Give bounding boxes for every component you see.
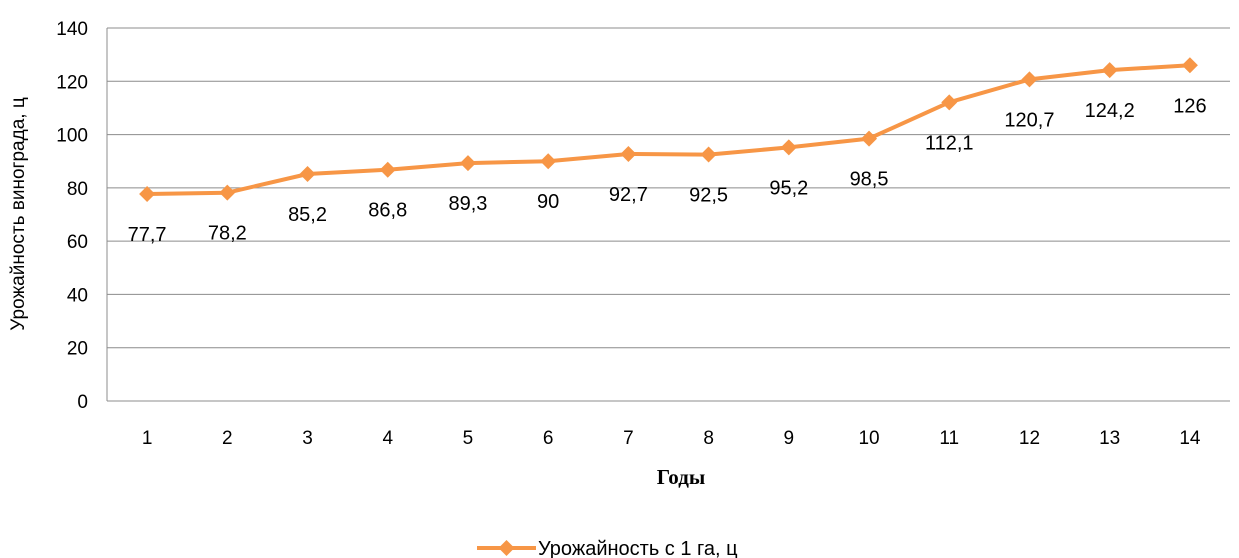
data-point-marker bbox=[861, 130, 878, 147]
y-tick-label: 80 bbox=[67, 179, 88, 200]
data-label: 90 bbox=[537, 191, 559, 213]
y-tick-label: 0 bbox=[77, 392, 88, 413]
x-tick-label: 6 bbox=[543, 428, 554, 449]
x-tick-label: 14 bbox=[1179, 428, 1201, 449]
series-line bbox=[145, 63, 1192, 196]
data-point-marker bbox=[219, 184, 236, 201]
data-label: 126 bbox=[1173, 95, 1206, 117]
data-label: 112,1 bbox=[925, 132, 974, 154]
x-tick-label: 11 bbox=[939, 428, 959, 449]
data-label: 89,3 bbox=[448, 193, 487, 215]
x-tick-label: 13 bbox=[1099, 428, 1120, 449]
data-point-marker bbox=[1181, 57, 1198, 74]
data-labels: 77,7 78,2 85,2 86,8 89,3 90 92,7 92,5 95,2 98,5 11… bbox=[128, 95, 1207, 246]
y-tick-label: 20 bbox=[67, 339, 88, 360]
data-label: 92,5 bbox=[689, 185, 728, 207]
y-tick-label: 40 bbox=[67, 285, 88, 306]
y-axis-title: Урожайность винограда, ц bbox=[8, 97, 29, 331]
x-tick-label: 9 bbox=[784, 428, 795, 449]
x-tick-label: 5 bbox=[463, 428, 474, 449]
data-point-marker bbox=[620, 146, 637, 163]
data-label: 86,8 bbox=[368, 200, 407, 222]
x-tick-label: 2 bbox=[222, 428, 233, 449]
data-point-marker bbox=[780, 139, 797, 156]
x-tick-label: 4 bbox=[382, 428, 393, 449]
legend: Урожайность с 1 га, ц bbox=[477, 538, 738, 558]
data-point-marker bbox=[540, 153, 557, 170]
legend-diamond-marker bbox=[498, 540, 515, 556]
x-tick-label: 1 bbox=[142, 428, 153, 449]
data-point-marker bbox=[700, 146, 717, 163]
y-tick-label: 100 bbox=[56, 126, 88, 147]
axes bbox=[106, 28, 1230, 402]
data-label: 124,2 bbox=[1085, 100, 1135, 122]
x-tick-label: 3 bbox=[302, 428, 313, 449]
data-label: 77,7 bbox=[128, 224, 167, 246]
data-label: 98,5 bbox=[850, 169, 889, 191]
data-point-marker bbox=[459, 155, 476, 172]
data-point-marker bbox=[379, 161, 396, 178]
legend-label: Урожайность с 1 га, ц bbox=[538, 538, 738, 558]
data-label: 120,7 bbox=[1004, 109, 1054, 131]
x-tick-label: 10 bbox=[858, 428, 879, 449]
x-axis-title: Годы bbox=[657, 465, 705, 489]
x-tick-labels: 1 2 3 4 5 6 7 8 9 10 11 12 13 14 bbox=[142, 428, 1201, 449]
series-markers bbox=[139, 57, 1198, 202]
x-tick-label: 8 bbox=[703, 428, 714, 449]
data-point-marker bbox=[139, 185, 156, 202]
y-tick-labels: 0 20 40 60 80 100 120 140 bbox=[56, 19, 88, 413]
gridlines bbox=[107, 27, 1230, 349]
y-tick-label: 120 bbox=[56, 72, 88, 93]
data-label: 95,2 bbox=[769, 177, 808, 199]
data-point-marker bbox=[941, 94, 958, 111]
y-tick-label: 140 bbox=[56, 19, 88, 40]
data-point-marker bbox=[299, 166, 316, 183]
data-label: 85,2 bbox=[288, 204, 327, 226]
x-tick-label: 7 bbox=[623, 428, 634, 449]
data-point-marker bbox=[1101, 62, 1118, 79]
data-point-marker bbox=[1021, 71, 1038, 88]
series-lines bbox=[145, 63, 1192, 196]
data-label: 78,2 bbox=[208, 223, 247, 245]
y-tick-label: 60 bbox=[67, 232, 88, 253]
x-tick-label: 12 bbox=[1019, 428, 1040, 449]
data-label: 92,7 bbox=[609, 184, 648, 206]
